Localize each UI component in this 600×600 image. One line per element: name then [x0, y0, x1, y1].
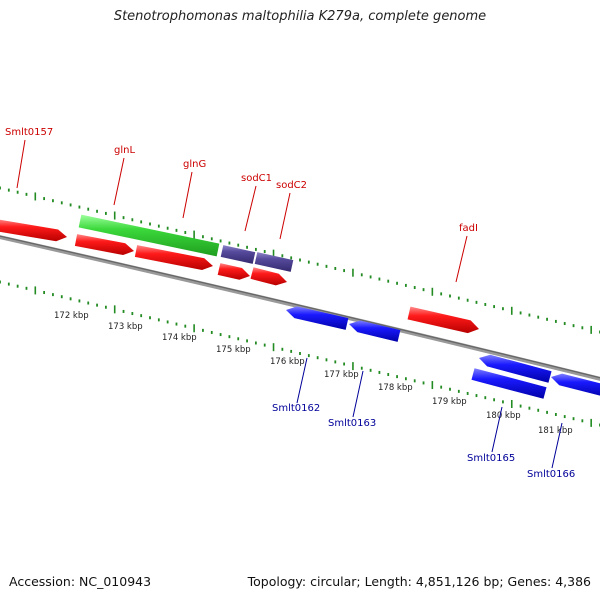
gene-smlt0163[interactable] [349, 320, 401, 342]
gene-label[interactable]: fadI [459, 223, 478, 234]
gene-label[interactable]: Smlt0163 [328, 418, 376, 429]
scale-label: 176 kbp [270, 357, 305, 367]
gene-label[interactable]: glnL [114, 145, 135, 156]
gene-smlt0162[interactable] [286, 306, 349, 330]
gene-smlt0166-bar[interactable] [551, 373, 600, 398]
gene-label[interactable]: sodC1 [241, 173, 272, 184]
gene-blue-upper[interactable] [479, 354, 552, 383]
gene-highlight[interactable] [78, 214, 220, 257]
leader-line [182, 171, 193, 219]
gene-label[interactable]: Smlt0162 [272, 403, 320, 414]
leader-line [491, 406, 503, 453]
leader-line [352, 370, 364, 418]
scale-label: 180 kbp [486, 411, 521, 421]
leader-line [296, 357, 308, 404]
scale-label: 173 kbp [108, 322, 143, 332]
scale-label: 177 kbp [324, 370, 359, 380]
gene-glng[interactable] [134, 245, 213, 270]
scale-label: 172 kbp [54, 311, 89, 321]
gene-sodc1[interactable] [220, 245, 256, 264]
label-layer: 172 kbp 173 kbp 174 kbp 175 kbp 176 kbp 177 k… [5, 127, 575, 480]
topology-summary: Topology: circular; Length: 4,851,126 bp… [247, 574, 591, 589]
accession-text: Accession: NC_010943 [9, 574, 152, 589]
gene-smlt0157[interactable] [0, 219, 67, 242]
scale-label: 179 kbp [432, 397, 467, 407]
gene-label[interactable]: glnG [183, 159, 206, 170]
scale-label: 175 kbp [216, 345, 251, 355]
gene-glnl[interactable] [74, 234, 134, 256]
leader-line [113, 157, 125, 206]
genome-title: Stenotrophomonas maltophilia K279a, comp… [113, 9, 487, 24]
scale-label: 178 kbp [378, 383, 413, 393]
gene-red-small-2[interactable] [250, 267, 287, 286]
leader-line [455, 235, 468, 283]
gene-label[interactable]: Smlt0166 [527, 469, 575, 480]
genome-backbone [0, 235, 600, 381]
tick-layer [0, 186, 600, 427]
gene-red-small-1[interactable] [217, 263, 250, 280]
gene-smlt0165-bar[interactable] [471, 368, 547, 399]
scale-label: 181 kbp [538, 426, 573, 436]
leader-line [16, 139, 26, 189]
genome-backbone-shade [0, 235, 600, 379]
gene-label[interactable]: Smlt0157 [5, 127, 53, 138]
gene-layer [0, 214, 600, 399]
gene-label[interactable]: Smlt0165 [467, 453, 515, 464]
leader-line [279, 192, 291, 240]
gene-fadi[interactable] [407, 306, 479, 334]
scale-label: 174 kbp [162, 333, 197, 343]
gene-sodc2[interactable] [254, 252, 294, 272]
leader-line [551, 422, 563, 469]
backbone-layer [0, 235, 600, 381]
gene-label[interactable]: sodC2 [276, 180, 307, 191]
leader-line [244, 185, 257, 232]
